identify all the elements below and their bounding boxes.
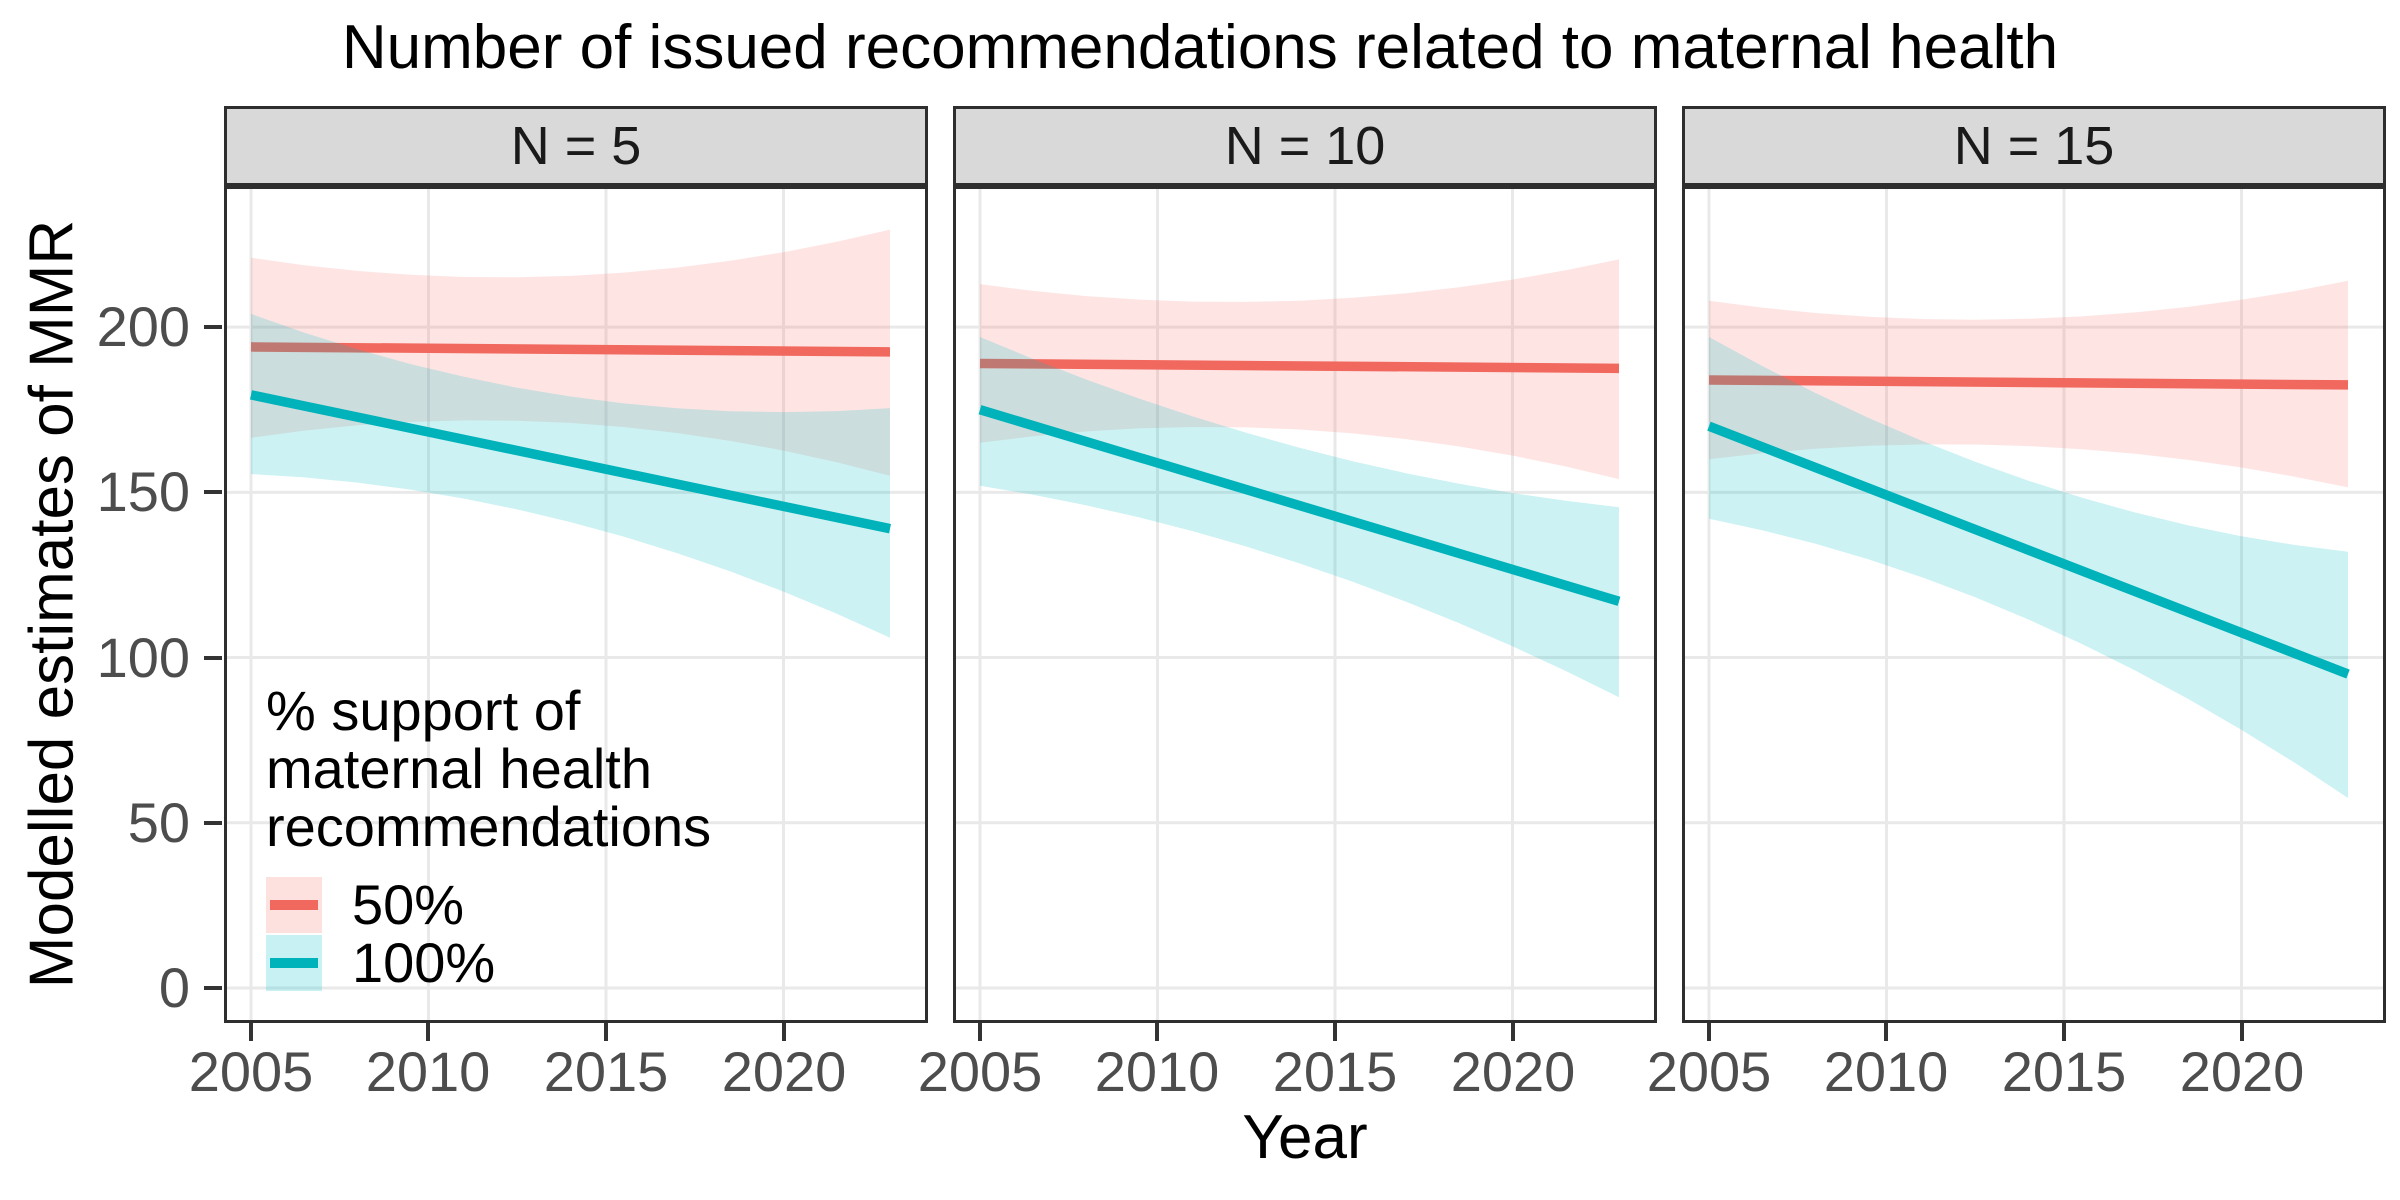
- x-tick-mark: [1155, 1023, 1159, 1041]
- legend-swatch-50: [266, 877, 322, 933]
- facet-strip-label: N = 5: [510, 116, 642, 176]
- panel-plot-area: [224, 186, 928, 1023]
- y-tick-mark: [204, 821, 222, 825]
- x-tick-mark: [782, 1023, 786, 1041]
- panel-border: [953, 186, 1657, 1023]
- panel-border: [1682, 186, 2386, 1023]
- x-tick-label: 2005: [917, 1040, 1043, 1103]
- x-tick-label: 2005: [188, 1040, 314, 1103]
- facet-n-5: N = 5: [224, 106, 928, 1023]
- legend-title-line: % support of: [266, 679, 581, 742]
- x-axis-title: Year: [1242, 1103, 1368, 1172]
- x-tick-label: 2010: [365, 1040, 491, 1103]
- legend-line-sample-teal: [270, 958, 318, 968]
- facet-n-15: N = 15: [1682, 106, 2386, 1023]
- x-tick-mark: [1707, 1023, 1711, 1041]
- x-tick-mark: [426, 1023, 430, 1041]
- y-tick-mark: [204, 325, 222, 329]
- legend-label-100: 100%: [352, 931, 496, 994]
- legend-line-sample-red: [270, 900, 318, 910]
- x-tick-mark: [249, 1023, 253, 1041]
- x-tick-label: 2015: [2001, 1040, 2127, 1103]
- x-tick-label: 2020: [1450, 1040, 1576, 1103]
- x-tick-mark: [1333, 1023, 1337, 1041]
- x-tick-mark: [1884, 1023, 1888, 1041]
- facet-strip: N = 15: [1682, 106, 2386, 186]
- x-tick-mark: [2240, 1023, 2244, 1041]
- legend-label-50: 50%: [352, 873, 465, 936]
- x-tick-label: 2020: [2179, 1040, 2305, 1103]
- legend: % support of maternal health recommendat…: [266, 682, 711, 991]
- panel-border: [224, 186, 928, 1023]
- legend-title: % support of maternal health recommendat…: [266, 682, 711, 856]
- y-tick-mark: [204, 490, 222, 494]
- ci-ribbon-100%: [980, 337, 1619, 698]
- facet-n-10: N = 10: [953, 106, 1657, 1023]
- facet-strip-label: N = 15: [1953, 116, 2115, 176]
- legend-title-line: recommendations: [266, 795, 712, 858]
- x-tick-mark: [1511, 1023, 1515, 1041]
- trend-line-100%: [250, 390, 891, 534]
- panel-plot-area: [1682, 186, 2386, 1023]
- y-tick-mark: [204, 986, 222, 990]
- x-tick-mark: [604, 1023, 608, 1041]
- panel-plot-area: [953, 186, 1657, 1023]
- chart-title: Number of issued recommendations related…: [341, 13, 2059, 82]
- legend-key-50: 50%: [266, 877, 464, 933]
- y-tick-label: 50: [127, 791, 190, 854]
- x-tick-label: 2010: [1094, 1040, 1220, 1103]
- ci-ribbon-100%: [1709, 337, 2348, 798]
- legend-key-100: 100%: [266, 935, 495, 991]
- trend-line-100%: [978, 405, 1621, 606]
- y-tick-label: 150: [96, 460, 190, 523]
- x-tick-label: 2015: [1272, 1040, 1398, 1103]
- legend-title-line: maternal health: [266, 737, 653, 800]
- y-tick-label: 100: [96, 626, 190, 689]
- facet-strip: N = 5: [224, 106, 928, 186]
- trend-line-100%: [1707, 421, 2350, 679]
- ci-ribbon-100%: [251, 313, 890, 638]
- y-tick-label: 0: [158, 956, 190, 1019]
- facet-strip-label: N = 10: [1224, 116, 1386, 176]
- x-tick-mark: [2062, 1023, 2066, 1041]
- x-tick-label: 2020: [721, 1040, 847, 1103]
- x-tick-label: 2015: [543, 1040, 669, 1103]
- trend-line-50%: [1708, 375, 2349, 390]
- trend-line-50%: [250, 342, 891, 357]
- legend-swatch-100: [266, 935, 322, 991]
- x-tick-mark: [978, 1023, 982, 1041]
- trend-line-50%: [979, 358, 1620, 374]
- y-tick-label: 200: [96, 295, 190, 358]
- y-tick-mark: [204, 656, 222, 660]
- x-tick-label: 2005: [1646, 1040, 1772, 1103]
- x-tick-label: 2010: [1823, 1040, 1949, 1103]
- facet-strip: N = 10: [953, 106, 1657, 186]
